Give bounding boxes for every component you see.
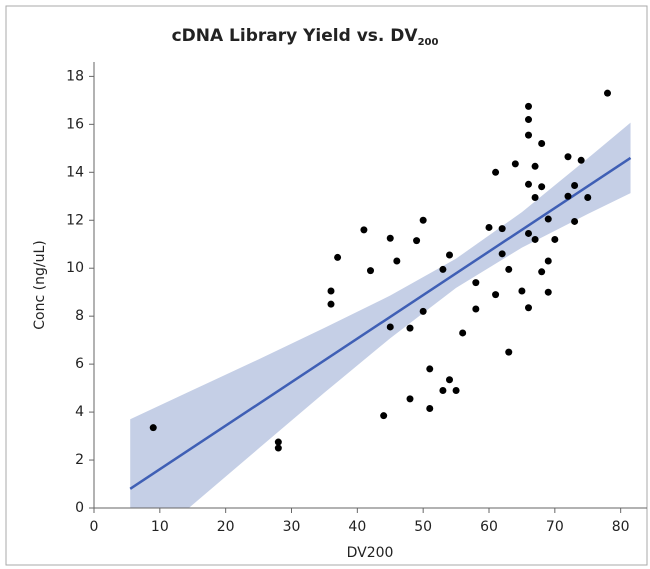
- x-axis-label: DV200: [347, 545, 394, 561]
- point: [446, 251, 453, 259]
- point: [426, 365, 434, 373]
- x-tick-label: 70: [546, 519, 564, 535]
- y-tick-label: 2: [75, 452, 84, 468]
- point: [439, 387, 447, 395]
- point: [498, 225, 506, 233]
- point: [544, 257, 552, 265]
- x-tick-label: 50: [414, 519, 432, 535]
- x-tick-label: 10: [151, 519, 169, 535]
- x-tick-label: 80: [612, 519, 630, 535]
- point: [538, 183, 546, 191]
- point: [327, 287, 335, 295]
- point: [472, 279, 480, 287]
- point: [551, 235, 559, 243]
- point: [492, 291, 500, 299]
- point: [518, 287, 526, 295]
- y-tick-label: 14: [66, 164, 84, 180]
- point: [525, 304, 532, 312]
- title-subscript: 200: [418, 37, 439, 48]
- point: [393, 257, 401, 265]
- point: [584, 193, 592, 201]
- point: [531, 162, 539, 170]
- x-tick-label: 20: [217, 519, 235, 535]
- y-tick-label: 4: [75, 404, 84, 420]
- point: [492, 168, 500, 176]
- point: [274, 438, 282, 446]
- point: [577, 156, 585, 164]
- point: [360, 226, 368, 234]
- point: [564, 192, 572, 200]
- x-tick-label: 0: [90, 519, 99, 535]
- point: [380, 412, 388, 420]
- point: [452, 387, 460, 395]
- title-main: cDNA Library Yield vs. DV: [172, 26, 419, 46]
- point: [334, 253, 342, 261]
- point: [413, 237, 421, 245]
- point: [531, 193, 539, 201]
- point: [571, 217, 579, 225]
- point: [426, 404, 434, 412]
- point: [571, 181, 579, 189]
- point: [538, 140, 546, 148]
- y-tick-label: 10: [66, 260, 84, 276]
- point: [149, 424, 157, 432]
- point: [498, 250, 506, 258]
- point: [386, 323, 394, 331]
- point: [327, 300, 335, 308]
- point: [525, 180, 532, 188]
- point: [367, 267, 374, 275]
- point: [439, 265, 447, 273]
- point: [386, 234, 394, 242]
- y-tick-label: 8: [75, 308, 84, 324]
- point: [538, 268, 546, 276]
- point: [505, 265, 513, 273]
- point: [446, 376, 453, 384]
- point: [544, 215, 552, 223]
- point: [485, 223, 493, 231]
- point: [406, 324, 414, 332]
- y-tick-label: 0: [75, 500, 84, 516]
- point: [525, 116, 532, 124]
- x-tick-label: 40: [348, 519, 366, 535]
- point: [419, 216, 427, 224]
- point: [472, 305, 480, 313]
- fit-line: [129, 156, 632, 490]
- point: [564, 153, 572, 161]
- point: [525, 131, 532, 139]
- point: [505, 348, 513, 356]
- chart-title: cDNA Library Yield vs. DV200: [172, 26, 439, 48]
- y-tick-label: 6: [75, 356, 84, 372]
- point: [419, 307, 427, 315]
- clipped-layer: [129, 122, 632, 508]
- x-tick-label: 60: [480, 519, 498, 535]
- point: [544, 288, 552, 296]
- y-axis-label: Conc (ng/uL): [32, 240, 48, 329]
- point: [511, 160, 519, 168]
- point: [525, 229, 532, 237]
- y-tick-label: 18: [66, 68, 84, 84]
- x-tick-label: 30: [283, 519, 301, 535]
- frame: [5, 5, 648, 566]
- y-tick-label: 16: [66, 116, 84, 132]
- y-tick-label: 12: [66, 212, 84, 228]
- point: [531, 235, 539, 243]
- point: [459, 329, 467, 337]
- point: [525, 102, 532, 110]
- confidence-band: [130, 122, 631, 508]
- point: [604, 89, 611, 97]
- point: [274, 444, 282, 452]
- point: [406, 395, 414, 403]
